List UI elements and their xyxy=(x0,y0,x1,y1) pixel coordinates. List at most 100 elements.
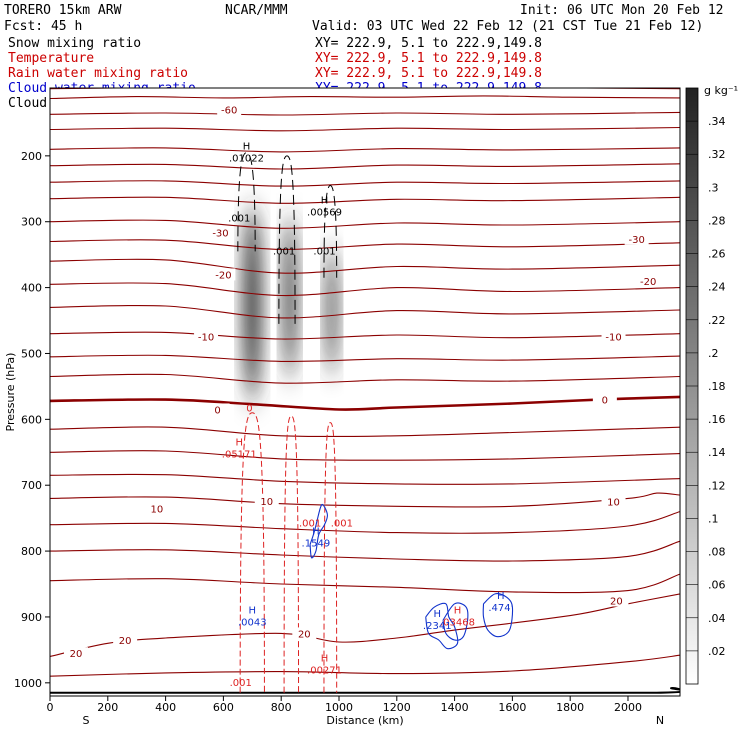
colorbar-tick-label: .06 xyxy=(708,579,726,592)
isotherm-line xyxy=(50,654,680,677)
y-tick-label: 200 xyxy=(21,150,42,163)
y-tick-label: 300 xyxy=(21,216,42,229)
isotherm-label: -20 xyxy=(215,270,231,281)
forecast-hour: Fcst: 45 h xyxy=(4,19,82,34)
model-title: TORERO 15km ARW xyxy=(4,3,122,18)
isotherm-label: -30 xyxy=(212,228,228,239)
cloud-ice-contours xyxy=(237,152,338,324)
isotherm-label-bg xyxy=(113,634,138,647)
rain-water-contour xyxy=(239,412,265,693)
isotherm-line xyxy=(50,473,680,485)
isotherm-line xyxy=(50,95,680,100)
isotherm-label: 20 xyxy=(610,596,623,607)
valid-time: Valid: 03 UTC Wed 22 Feb 12 (21 CST Tue … xyxy=(312,19,703,34)
colorbar-unit: g kg⁻¹ xyxy=(704,84,738,97)
cloud-ice-max-value: .01022 xyxy=(229,153,264,164)
rain-water-contours xyxy=(239,412,338,693)
x-tick-label: 1800 xyxy=(556,701,584,714)
isotherm-label: 10 xyxy=(151,504,164,515)
colorbar-tick-label: .2 xyxy=(708,347,719,360)
y-axis-title: Pressure (hPa) xyxy=(4,353,17,432)
legend-label: Snow mixing ratio xyxy=(8,36,141,51)
cloud-ice-max-marker: H xyxy=(243,141,251,152)
colorbar: g kg⁻¹ .02 .04 .06 .08 .1 .12 .14 .16 .18 .2 .22 .2… xyxy=(685,84,738,685)
legend-xy: XY= 222.9, 5.1 to 222.9,149.8 xyxy=(315,51,542,66)
x-tick-label: 1400 xyxy=(441,701,469,714)
isotherm-label-bg xyxy=(211,268,236,281)
isotherm-line xyxy=(50,540,680,562)
legend-label: Rain water mixing ratio xyxy=(8,66,188,81)
y-tick-label: 1000 xyxy=(14,677,42,690)
colorbar-tick-label: .3 xyxy=(708,181,719,194)
cloud-water-max-value: .1549 xyxy=(302,539,331,550)
y-axis: 200 300 400 500 600 700 800 900 1000 xyxy=(14,150,50,690)
rain-water-max-marker: H xyxy=(321,654,329,665)
isotherm-label: 10 xyxy=(607,498,620,509)
isotherm-line xyxy=(50,450,680,461)
x-axis-south-label: S xyxy=(83,714,90,727)
x-tick-label: 200 xyxy=(97,701,118,714)
isotherm-line xyxy=(50,593,680,658)
colorbar-tick-label: .34 xyxy=(708,115,726,128)
isotherm-label-bg xyxy=(601,495,626,508)
isotherm-label: -10 xyxy=(198,332,214,343)
legend-xy: XY= 222.9, 5.1 to 222.9,149.8 xyxy=(315,36,542,51)
colorbar-tick-label: .16 xyxy=(708,413,726,426)
cloud-ice-max-value: .00569 xyxy=(307,207,342,218)
isotherm-line xyxy=(50,180,680,187)
snow-column xyxy=(283,217,297,378)
plot-frame xyxy=(49,87,681,697)
x-axis-title: Distance (km) xyxy=(326,714,403,727)
snow-shading xyxy=(243,207,338,401)
isotherm-label: -30 xyxy=(628,235,644,246)
isotherm-label: 20 xyxy=(119,636,132,647)
rain-water-contour-label: .001 xyxy=(230,678,252,689)
cloud-water-contours xyxy=(309,503,514,650)
isotherm-line xyxy=(50,282,680,297)
isotherm-label: 20 xyxy=(298,629,311,640)
cloud-water-contour xyxy=(309,503,328,559)
cloud-water-max-value: .0043 xyxy=(238,618,267,629)
y-tick-label: 400 xyxy=(21,282,42,295)
isotherm-line xyxy=(50,239,680,250)
colorbar-tick-label: .18 xyxy=(708,380,726,393)
isotherm-label-bg xyxy=(205,403,230,416)
cloud-water-max-marker: H xyxy=(249,606,257,617)
legend-xy: XY= 222.9, 5.1 to 222.9,149.8 xyxy=(315,66,542,81)
snow-column xyxy=(326,247,338,375)
isotherm-label-bg xyxy=(217,103,242,116)
x-tick-label: 600 xyxy=(213,701,234,714)
cloud-water-contour xyxy=(482,593,514,638)
isotherm-line xyxy=(50,111,680,116)
colorbar-tick-label: .12 xyxy=(708,479,726,492)
rain-water-contour-label: .001 xyxy=(299,519,321,530)
isotherm-label-bg xyxy=(636,275,661,288)
colorbar-tick-label: .22 xyxy=(708,314,726,327)
x-axis: 0 200 400 600 800 1000 1200 1400 1600 1800 2000 xyxy=(47,696,642,714)
x-tick-label: 800 xyxy=(271,701,292,714)
y-tick-label: 600 xyxy=(21,413,42,426)
colorbar-tick-label: .32 xyxy=(708,148,726,161)
isotherm-label: -20 xyxy=(640,277,656,288)
cloud-water-contour xyxy=(425,602,459,650)
isotherm-line xyxy=(50,219,680,229)
isotherm-line xyxy=(50,426,680,438)
isotherm-line xyxy=(50,258,680,274)
isotherm-label: -60 xyxy=(221,106,237,117)
isotherm-line xyxy=(50,492,680,508)
plot-background xyxy=(50,88,680,696)
y-tick-label: 900 xyxy=(21,611,42,624)
isotherm-label-bg xyxy=(592,393,617,406)
colorbar-tick-label: .26 xyxy=(708,248,726,261)
isotherm-label-bg xyxy=(144,502,169,515)
rain-water-contour-label: 0 xyxy=(246,403,252,414)
cloud-water-max-marker: H xyxy=(433,609,441,620)
colorbar-tick-label: .02 xyxy=(708,645,726,658)
init-time: Init: 06 UTC Mon 20 Feb 12 xyxy=(520,3,724,18)
rain-water-max-marker: H xyxy=(454,606,462,617)
x-axis-north-label: N xyxy=(656,714,664,727)
isotherm-label-bg xyxy=(624,232,649,245)
